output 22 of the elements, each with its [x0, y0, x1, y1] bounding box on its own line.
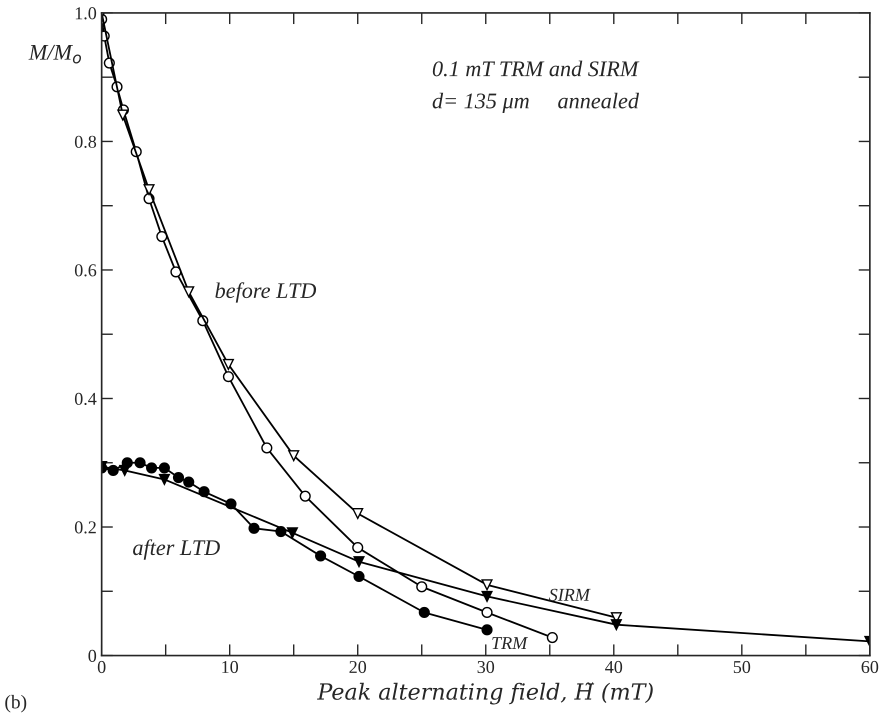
y-tick-label: 0.4	[74, 392, 97, 406]
y-tick-label: 0.6	[74, 264, 96, 276]
y-axis-title: M/M$_{o}$	[28, 44, 82, 64]
y-tick-label: 0.2	[74, 521, 96, 534]
annotation: SIRM	[548, 588, 591, 601]
annotation: d= 135 μm annealed	[432, 92, 640, 113]
x-tick-label: 30	[478, 660, 494, 674]
x-tick-label: 0	[98, 660, 106, 674]
x-axis-title: Peak alternating field, H̃ (mT)	[317, 682, 653, 705]
y-tick-label: 0.8	[74, 136, 96, 148]
y-tick-label: 0	[88, 650, 96, 662]
x-tick-label: 50	[734, 660, 750, 674]
x-tick-label: 20	[349, 660, 366, 674]
x-tick-label: 40	[605, 660, 622, 674]
annotation: after LTD	[133, 539, 220, 560]
x-tick-label: 10	[222, 660, 238, 674]
annotation: TRM	[492, 637, 528, 649]
text: (b)	[5, 694, 26, 712]
x-tick-label: 60	[862, 660, 878, 674]
y-tick-label: 1.0	[76, 7, 96, 20]
annotation: before LTD	[215, 282, 316, 303]
annotation: 0.1 mT TRM and SIRM	[432, 60, 640, 76]
